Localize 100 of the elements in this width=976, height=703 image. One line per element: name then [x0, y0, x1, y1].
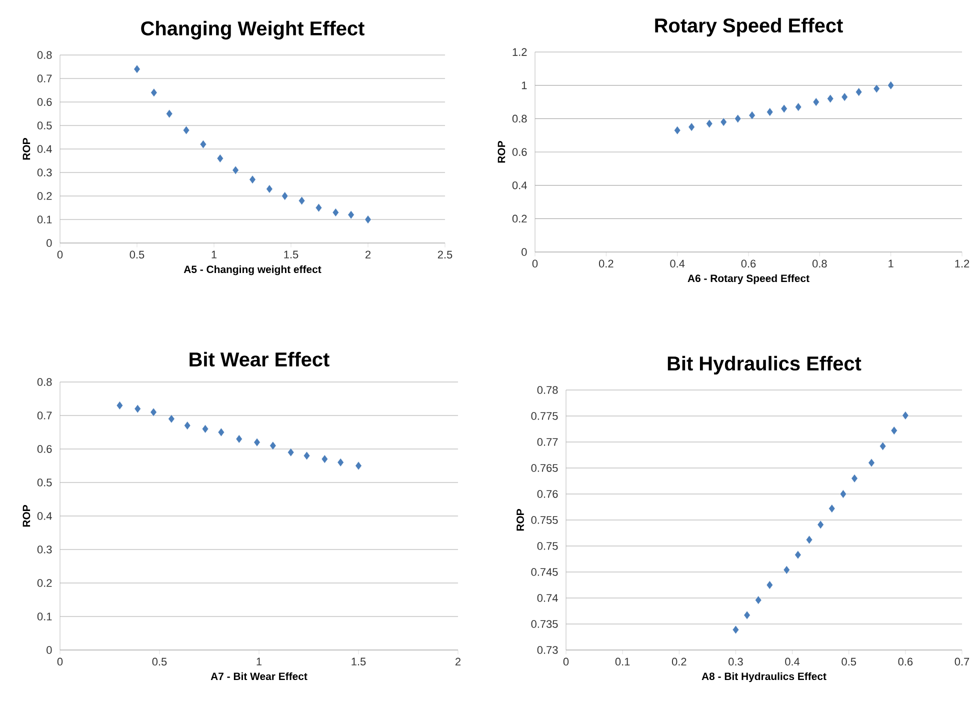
y-tick-label: 0.77	[537, 438, 558, 446]
y-tick-label: 0.745	[531, 568, 558, 576]
point	[150, 408, 157, 417]
point	[868, 458, 875, 468]
y-tick-label: 0.6	[37, 98, 52, 106]
point	[218, 428, 224, 437]
point	[856, 88, 862, 96]
x-tick-label: 1.5	[284, 250, 298, 258]
y-tick-label: 0.755	[531, 516, 558, 524]
x-tick-label: 0.7	[954, 658, 970, 666]
point	[783, 566, 790, 574]
point	[168, 414, 175, 424]
y-tick-label: 0.74	[537, 594, 558, 602]
point	[840, 490, 847, 498]
y-tick-label: 0.2	[512, 214, 527, 223]
point	[270, 441, 276, 450]
point	[828, 504, 836, 513]
point	[873, 84, 880, 94]
point	[232, 166, 239, 174]
y-tick-label: 0.4	[512, 181, 527, 190]
y-tick-label: 0.735	[531, 620, 558, 628]
y-tick-label: 0	[46, 646, 52, 654]
point	[732, 625, 740, 634]
y-tick-label: 0.2	[37, 192, 52, 200]
chart-title: Bit Hydraulics Effect	[668, 356, 862, 375]
point	[166, 109, 173, 118]
point	[315, 203, 322, 212]
point	[827, 94, 834, 104]
point	[134, 404, 141, 414]
x-tick-label: 0.6	[741, 260, 756, 268]
y-axis-title: ROP	[498, 141, 506, 163]
y-axis-title: ROP	[22, 138, 30, 160]
point	[332, 208, 339, 217]
x-tick-label: 0	[57, 250, 63, 259]
y-tick-label: 0.5	[37, 122, 52, 130]
y-tick-label: 0.6	[512, 148, 527, 156]
point	[720, 118, 727, 126]
y-tick-label: 0.3	[37, 546, 52, 554]
x-tick-label: 2	[456, 658, 461, 666]
y-tick-label: 0.775	[531, 412, 558, 420]
y-tick-label: 0	[46, 239, 52, 247]
y-tick-label: 0.75	[537, 542, 558, 550]
point	[780, 104, 788, 114]
y-axis-title: ROP	[516, 509, 524, 531]
x-axis-title: A6 - Rotary Speed Effect	[688, 274, 810, 284]
point	[249, 175, 256, 184]
y-tick-label: 0.1	[37, 612, 52, 620]
y-tick-label: 1	[522, 82, 527, 90]
point	[795, 102, 802, 112]
chart-title: Bit Wear Effect	[190, 352, 330, 367]
point	[254, 438, 260, 447]
point	[817, 520, 824, 530]
point	[812, 98, 820, 106]
y-tick-label: 0.765	[531, 464, 558, 472]
chart-title: Rotary Speed Effect	[655, 18, 843, 36]
point	[880, 442, 886, 451]
point	[766, 580, 773, 590]
point	[116, 401, 123, 410]
point	[888, 80, 894, 90]
point	[202, 424, 209, 434]
x-tick-label: 0.1	[615, 658, 630, 666]
x-axis-title: A7 - Bit Wear Effect	[210, 672, 308, 680]
y-tick-label: 0.78	[537, 386, 558, 394]
y-tick-label: 0.2	[37, 579, 52, 587]
point	[841, 92, 848, 102]
point	[688, 122, 695, 132]
x-tick-label: 1.5	[352, 658, 366, 666]
point	[266, 184, 273, 194]
point	[298, 196, 306, 206]
point	[216, 154, 224, 163]
x-tick-label: 0.5	[842, 658, 856, 666]
y-tick-label: 0.8	[37, 378, 52, 386]
x-tick-label: 0.2	[672, 658, 686, 666]
y-tick-label: 0.8	[37, 51, 52, 59]
point	[337, 458, 344, 467]
point	[890, 426, 898, 435]
x-tick-label: 0.4	[785, 658, 800, 666]
y-axis-title: ROP	[22, 505, 30, 527]
y-tick-label: 0.8	[512, 114, 527, 123]
x-tick-label: 2.5	[438, 250, 452, 259]
y-tick-label: 0.4	[37, 512, 52, 520]
x-tick-label: 0	[57, 658, 63, 666]
point	[303, 451, 310, 460]
point	[674, 126, 681, 135]
y-tick-label: 0.7	[37, 74, 52, 82]
point	[755, 596, 762, 604]
point	[236, 434, 242, 444]
y-tick-label: 0.1	[37, 216, 52, 224]
point	[321, 454, 328, 464]
x-tick-label: 1.2	[955, 260, 970, 268]
point	[734, 114, 742, 124]
point	[744, 610, 750, 620]
point	[184, 421, 191, 430]
point	[794, 550, 802, 560]
point	[150, 88, 158, 97]
y-tick-label: 0.7	[37, 412, 52, 420]
point	[355, 461, 362, 470]
point	[200, 140, 207, 149]
x-tick-label: 0	[563, 658, 569, 666]
x-tick-label: 0.4	[670, 260, 685, 268]
